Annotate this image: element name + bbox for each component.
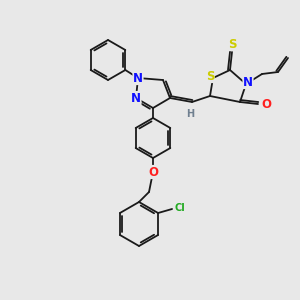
Text: Cl: Cl [175,203,185,213]
Text: N: N [131,92,141,104]
Text: N: N [133,71,143,85]
Text: O: O [261,98,271,110]
Text: H: H [186,109,194,119]
Text: O: O [148,166,158,178]
Text: S: S [228,38,236,50]
Text: S: S [206,70,214,83]
Text: N: N [243,76,253,88]
